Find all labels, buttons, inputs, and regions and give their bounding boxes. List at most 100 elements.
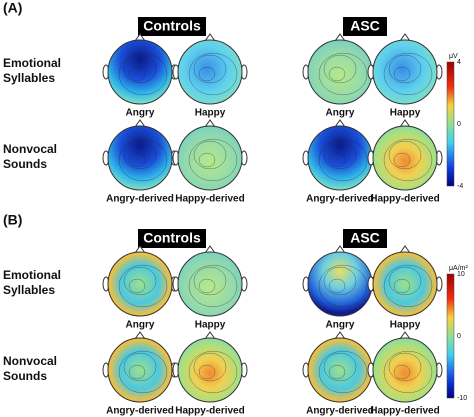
group-header-box	[138, 17, 206, 36]
row-label: Emotional	[3, 56, 61, 70]
scalp	[177, 125, 243, 191]
group-header-box	[138, 229, 206, 248]
scalp	[307, 39, 373, 105]
scalp	[372, 125, 438, 191]
contour	[393, 278, 411, 294]
contour	[328, 278, 346, 294]
contour	[388, 352, 422, 382]
nose	[134, 33, 146, 42]
contour	[318, 264, 368, 308]
scalp	[307, 337, 373, 403]
topomap	[102, 119, 178, 191]
group-header-box	[343, 229, 387, 248]
contour	[318, 138, 368, 182]
contour	[323, 266, 357, 296]
topomap	[102, 331, 178, 403]
scalp	[307, 251, 373, 317]
row-label: Sounds	[3, 157, 47, 171]
map-label: Angry-derived	[306, 194, 374, 205]
scalp	[307, 125, 373, 191]
contour	[328, 364, 346, 380]
row-label: Syllables	[3, 283, 55, 297]
map-label: Angry-derived	[306, 406, 374, 417]
nose	[399, 331, 411, 340]
nose	[204, 245, 216, 254]
topomap	[367, 331, 443, 403]
nose	[134, 245, 146, 254]
panel-label: (B)	[3, 212, 22, 228]
colorbar-unit: μA/m²	[449, 265, 468, 272]
map-label: Angry	[126, 320, 155, 331]
contour	[123, 352, 157, 382]
nose	[334, 331, 346, 340]
colorbar-tick: 4	[457, 59, 461, 66]
scalp	[372, 251, 438, 317]
map-label: Angry-derived	[106, 194, 174, 205]
contour	[198, 278, 216, 294]
scalp	[372, 337, 438, 403]
map-label: Happy	[195, 320, 226, 331]
contour	[393, 152, 411, 168]
colorbar	[446, 61, 455, 187]
contour	[328, 66, 346, 82]
nose	[334, 119, 346, 128]
topomap	[172, 331, 248, 403]
contour	[118, 350, 168, 394]
contour	[123, 266, 157, 296]
contour	[188, 138, 238, 182]
contour	[383, 138, 433, 182]
contour	[128, 152, 146, 168]
nose	[134, 331, 146, 340]
contour	[193, 352, 227, 382]
row-label: Nonvocal	[3, 142, 57, 156]
topomap	[102, 245, 178, 317]
group-header: Controls	[143, 18, 201, 34]
scalp	[107, 337, 173, 403]
contour	[383, 264, 433, 308]
contour	[323, 54, 357, 84]
colorbar-tick: 10	[457, 271, 465, 278]
contour	[323, 352, 357, 382]
contour	[188, 52, 238, 96]
scalp	[107, 39, 173, 105]
contour	[318, 52, 368, 96]
colorbar-tick: -4	[457, 183, 463, 190]
topomap	[102, 33, 178, 105]
map-label: Angry	[126, 108, 155, 119]
row-label: Syllables	[3, 71, 55, 85]
topomap	[172, 119, 248, 191]
topomap	[302, 245, 378, 317]
topomap	[367, 119, 443, 191]
topomap	[302, 33, 378, 105]
contour	[328, 152, 346, 168]
row-label: Nonvocal	[3, 354, 57, 368]
row-label: Emotional	[3, 268, 61, 282]
topomap	[367, 33, 443, 105]
nose	[334, 33, 346, 42]
contour	[123, 140, 157, 170]
topomap	[302, 331, 378, 403]
contour	[118, 52, 168, 96]
scalp	[177, 251, 243, 317]
contour	[198, 364, 216, 380]
group-header: Controls	[143, 230, 201, 246]
nose	[399, 33, 411, 42]
contour	[193, 140, 227, 170]
scalp	[107, 251, 173, 317]
nose	[399, 245, 411, 254]
panel-label: (A)	[3, 0, 22, 16]
contour	[318, 350, 368, 394]
row-label: Sounds	[3, 369, 47, 383]
nose	[204, 33, 216, 42]
colorbar-tick: -10	[457, 395, 467, 402]
contour	[123, 54, 157, 84]
colorbar-tick: 0	[457, 333, 461, 340]
contour	[193, 266, 227, 296]
contour	[323, 140, 357, 170]
colorbar	[446, 273, 455, 399]
contour	[393, 364, 411, 380]
topomap	[302, 119, 378, 191]
map-label: Happy-derived	[175, 406, 244, 417]
map-label: Happy	[195, 108, 226, 119]
